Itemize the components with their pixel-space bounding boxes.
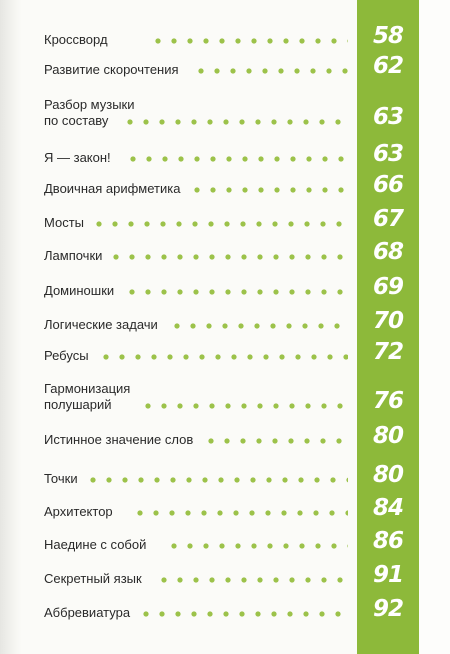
- dot-leader: [140, 403, 348, 409]
- toc-page-number: 68: [372, 239, 404, 265]
- toc-page-number: 86: [372, 528, 404, 554]
- toc-entry-title-line: Точки: [44, 471, 78, 486]
- toc-entry-title: Наедине с собой: [44, 537, 146, 553]
- toc-entry-title-line: Логические задачи: [44, 317, 158, 332]
- dot-leader: [189, 187, 348, 193]
- toc-entry-title-line: Секретный язык: [44, 571, 142, 586]
- toc-entry-title-line: полушарий: [44, 397, 112, 412]
- toc-entry-title-line: Ребусы: [44, 348, 89, 363]
- toc-entry-title: Ребусы: [44, 348, 89, 364]
- toc-entry-title-line: Мосты: [44, 215, 85, 230]
- toc-entry-title-line: Разбор музыки: [44, 97, 135, 112]
- toc-entry-title: Секретный язык: [44, 571, 142, 587]
- toc-page-number: 69: [372, 274, 404, 300]
- toc-entry-title-line: Истинное значение слов: [44, 432, 194, 447]
- toc-entry-title: Логические задачи: [44, 317, 158, 333]
- toc-page-number: 80: [372, 462, 404, 488]
- toc-page-number: 76: [372, 388, 404, 414]
- toc-entry-title-line: Кроссворд: [44, 32, 108, 47]
- toc-page-number: 92: [372, 596, 404, 622]
- toc-page-number: 58: [372, 23, 404, 49]
- toc-entry-title: Кроссворд: [44, 32, 108, 48]
- dot-leader: [193, 68, 348, 74]
- toc-page-number: 67: [372, 206, 404, 232]
- toc-entry-title-line: Гармонизация: [44, 381, 131, 396]
- toc-entry-title: Истинное значение слов: [44, 432, 193, 448]
- dot-leader: [132, 510, 348, 516]
- page-margin: [419, 0, 450, 654]
- dot-leader: [98, 354, 348, 360]
- toc-page-number: 70: [372, 308, 404, 334]
- toc-entry-title: Доминошки: [44, 283, 114, 299]
- dot-leader: [125, 156, 348, 162]
- toc-entry-title: Лампочки: [44, 248, 102, 264]
- dot-leader: [156, 577, 348, 583]
- dot-leader: [166, 543, 348, 549]
- dot-leader: [108, 254, 348, 260]
- dot-leader: [150, 38, 348, 44]
- toc-page-number: 62: [372, 53, 404, 79]
- page-gutter: [0, 0, 22, 654]
- dot-leader: [122, 119, 348, 125]
- toc-page-number: 66: [372, 172, 404, 198]
- dot-leader: [91, 221, 348, 227]
- toc-entry-title-line: Двоичная арифметика: [44, 181, 181, 196]
- toc-entry-title: Разбор музыки по составу: [44, 97, 135, 129]
- toc-page-number: 72: [372, 339, 404, 365]
- toc-entry-title-line: по составу: [44, 113, 109, 128]
- toc-entry-title: Гармонизация полушарий: [44, 381, 130, 413]
- page-number-band: [357, 0, 419, 654]
- toc-entry-title: Двоичная арифметика: [44, 181, 180, 197]
- toc-entry-title-line: Архитектор: [44, 504, 113, 519]
- toc-page-number: 84: [372, 495, 404, 521]
- toc-page-number: 80: [372, 423, 404, 449]
- toc-entry-title-line: Лампочки: [44, 248, 103, 263]
- toc-entry-title: Развитие скорочтения: [44, 62, 179, 78]
- toc-page-number: 63: [372, 104, 404, 130]
- toc-entry-title-line: Я — закон!: [44, 150, 111, 165]
- toc-entry-title-line: Аббревиатура: [44, 605, 131, 620]
- dot-leader: [138, 611, 348, 617]
- toc-entry-title-line: Доминошки: [44, 283, 115, 298]
- toc-entry-title: Мосты: [44, 215, 84, 231]
- toc-entry-title-line: Наедине с собой: [44, 537, 147, 552]
- toc-entry-title: Точки: [44, 471, 78, 487]
- toc-page-number: 63: [372, 141, 404, 167]
- toc-entry-title: Я — закон!: [44, 150, 111, 166]
- toc-entry-title: Аббревиатура: [44, 605, 130, 621]
- dot-leader: [124, 289, 348, 295]
- dot-leader: [85, 477, 348, 483]
- toc-entry-title: Архитектор: [44, 504, 113, 520]
- dot-leader: [169, 323, 348, 329]
- dot-leader: [203, 438, 348, 444]
- toc-entry-title-line: Развитие скорочтения: [44, 62, 179, 77]
- toc-page-number: 91: [372, 562, 404, 588]
